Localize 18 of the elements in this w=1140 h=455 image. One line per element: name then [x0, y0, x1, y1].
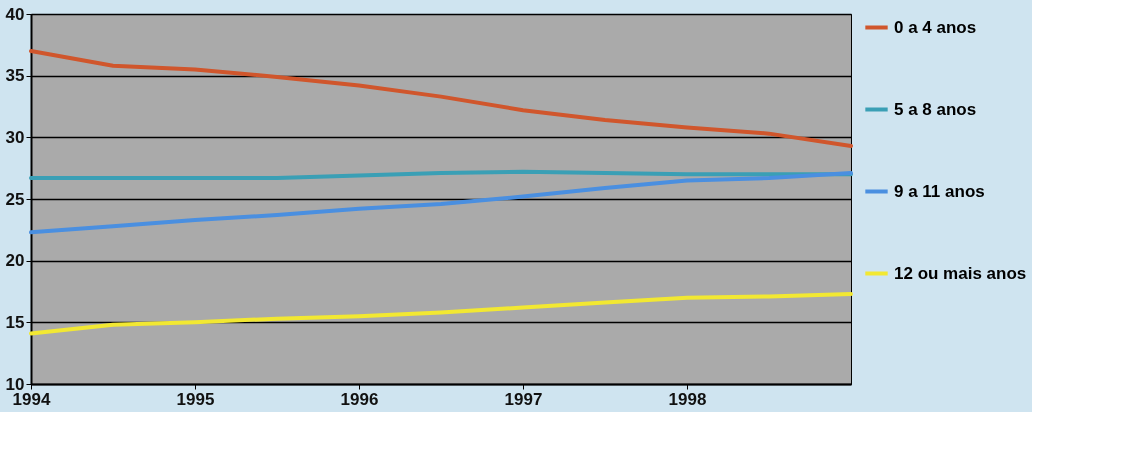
legend-label: 9 a 11 anos	[894, 181, 985, 201]
y-tick-label: 30	[5, 127, 25, 147]
y-tick-label: 20	[5, 251, 25, 271]
x-tick-label: 1997	[504, 389, 543, 409]
line-series	[29, 169, 853, 181]
legend-label: 0 a 4 anos	[894, 17, 977, 37]
x-tick-label: 1996	[340, 389, 379, 409]
legend-label: 12 ou mais anos	[894, 263, 1027, 283]
line-series	[29, 49, 853, 148]
line-series	[29, 171, 853, 235]
x-tick-label: 1998	[668, 389, 707, 409]
x-tick-label: 1995	[176, 389, 215, 409]
y-tick-label: 15	[5, 312, 25, 332]
line-series	[29, 291, 853, 336]
y-tick-label: 25	[5, 189, 25, 209]
y-tick-label: 40	[5, 4, 25, 24]
y-tick-label: 35	[5, 66, 25, 86]
legend-label: 5 a 8 anos	[894, 99, 977, 119]
